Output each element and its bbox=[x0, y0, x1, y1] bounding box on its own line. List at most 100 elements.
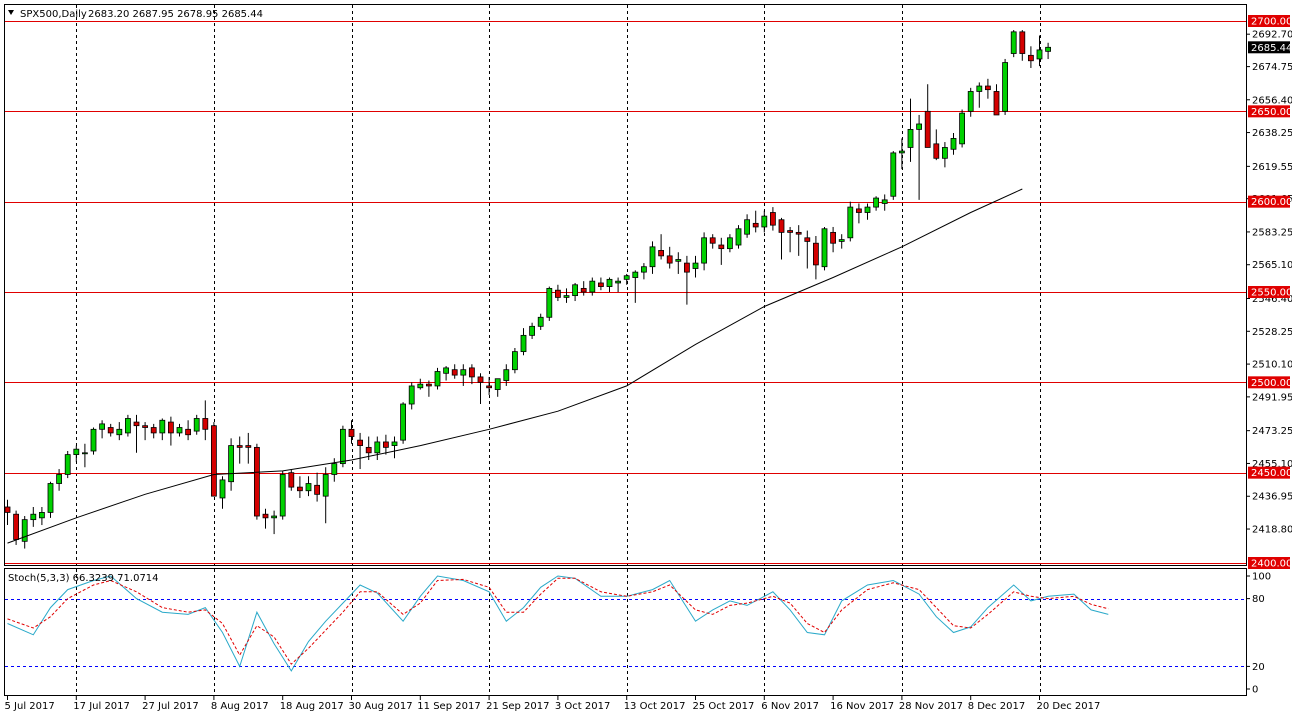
ohlc-readout: 2683.20 2687.95 2678.95 2685.44 bbox=[88, 9, 263, 20]
candle-body bbox=[606, 278, 613, 287]
candle-body bbox=[701, 237, 707, 264]
candle-body bbox=[709, 237, 716, 244]
bullish-candle bbox=[735, 225, 742, 249]
bearish-candle bbox=[468, 364, 475, 385]
candle-body bbox=[477, 376, 484, 383]
bearish-candle bbox=[245, 432, 252, 464]
candle-body bbox=[692, 262, 699, 269]
candle-body bbox=[967, 91, 974, 112]
candle-body bbox=[331, 463, 338, 475]
candle-body bbox=[718, 244, 725, 250]
price-tick-label: 2619.55 bbox=[1252, 162, 1292, 173]
grid-lines bbox=[76, 5, 1041, 695]
current-price-tag bbox=[1248, 41, 1290, 54]
candle-body bbox=[658, 250, 664, 257]
candle-body bbox=[13, 513, 20, 540]
candle-body bbox=[761, 215, 768, 228]
candle-body bbox=[486, 385, 493, 389]
candle-body bbox=[228, 445, 235, 483]
bearish-candle bbox=[288, 469, 295, 491]
bullish-candle bbox=[890, 151, 897, 200]
candle-body bbox=[520, 334, 527, 353]
candle-body bbox=[830, 231, 836, 244]
stochastic-tick-label: 100 bbox=[1252, 572, 1271, 583]
candle-body bbox=[632, 271, 639, 278]
bullish-candle bbox=[73, 445, 80, 462]
bullish-candle bbox=[873, 196, 879, 211]
candle-body bbox=[916, 123, 922, 130]
price-tick-label: 2418.80 bbox=[1252, 525, 1292, 536]
candle-body bbox=[503, 369, 510, 381]
bearish-candle bbox=[709, 234, 716, 249]
time-tick-label: 18 Aug 2017 bbox=[280, 701, 344, 712]
bullish-candle bbox=[374, 436, 381, 461]
bullish-candle bbox=[967, 87, 974, 117]
time-tick-label: 8 Aug 2017 bbox=[211, 701, 269, 712]
bullish-candle bbox=[176, 423, 183, 437]
bearish-candle bbox=[555, 284, 561, 302]
price-tick-label: 2491.95 bbox=[1252, 392, 1292, 403]
time-tick-label: 20 Dec 2017 bbox=[1037, 701, 1101, 712]
bullish-candle bbox=[116, 422, 123, 441]
candle-body bbox=[572, 284, 578, 297]
candle-body bbox=[451, 369, 458, 376]
candle-body bbox=[460, 369, 467, 376]
main-pane-frame bbox=[4, 4, 1247, 566]
bullish-candle bbox=[400, 402, 407, 444]
candle-body bbox=[615, 280, 621, 284]
level-tag-label: 2600.00 bbox=[1251, 197, 1292, 208]
horizontal-levels bbox=[5, 21, 1246, 564]
time-tick-label: 21 Sep 2017 bbox=[486, 701, 549, 712]
candle-body bbox=[253, 446, 260, 517]
bearish-candle bbox=[933, 129, 940, 161]
candle-body bbox=[133, 421, 140, 427]
candle-body bbox=[856, 208, 862, 213]
bullish-candle bbox=[331, 458, 338, 482]
bearish-candle bbox=[752, 210, 759, 233]
price-tick-label: 2510.10 bbox=[1252, 360, 1292, 371]
bullish-candle bbox=[641, 263, 647, 280]
time-tick-label: 28 Nov 2017 bbox=[899, 701, 963, 712]
candle-body bbox=[641, 266, 647, 273]
bullish-candle bbox=[959, 109, 965, 148]
bullish-candle bbox=[821, 226, 828, 271]
candle-body bbox=[193, 418, 200, 432]
time-tick-label: 3 Oct 2017 bbox=[555, 701, 610, 712]
candle-body bbox=[30, 513, 37, 521]
bullish-candle bbox=[606, 277, 613, 292]
candle-body bbox=[142, 425, 149, 428]
bearish-candle bbox=[348, 420, 355, 444]
time-tick-label: 11 Sep 2017 bbox=[417, 701, 480, 712]
candle-body bbox=[391, 441, 398, 446]
bearish-candle bbox=[167, 416, 174, 446]
chevron-down-icon[interactable] bbox=[8, 10, 14, 15]
price-tick-label: 2528.25 bbox=[1252, 327, 1292, 338]
bullish-candle bbox=[950, 133, 957, 155]
bullish-candle bbox=[512, 348, 518, 374]
candle-body bbox=[167, 421, 174, 434]
candle-body bbox=[512, 351, 518, 371]
bullish-candle bbox=[692, 255, 699, 278]
time-tick-label: 16 Nov 2017 bbox=[830, 701, 894, 712]
bullish-candle bbox=[1010, 30, 1017, 58]
candle-body bbox=[727, 237, 733, 250]
bullish-candle bbox=[39, 506, 45, 526]
candle-body bbox=[339, 428, 346, 465]
candle-body bbox=[950, 138, 957, 150]
candle-body bbox=[210, 425, 217, 497]
candle-body bbox=[382, 441, 389, 448]
bullish-candle bbox=[744, 214, 750, 238]
stochastic-axis: 100 80 20 0 bbox=[1246, 572, 1271, 696]
candle-body bbox=[90, 428, 97, 452]
candle-body bbox=[348, 428, 355, 437]
bearish-candle bbox=[580, 281, 587, 296]
stochastic-tick-label: 20 bbox=[1252, 662, 1265, 673]
candle-body bbox=[795, 231, 802, 235]
candle-body bbox=[821, 228, 828, 268]
candle-body bbox=[21, 519, 28, 542]
bullish-candle bbox=[47, 481, 54, 518]
bullish-candle bbox=[976, 82, 983, 108]
candle-body bbox=[1028, 54, 1034, 62]
bearish-candle bbox=[684, 255, 690, 305]
